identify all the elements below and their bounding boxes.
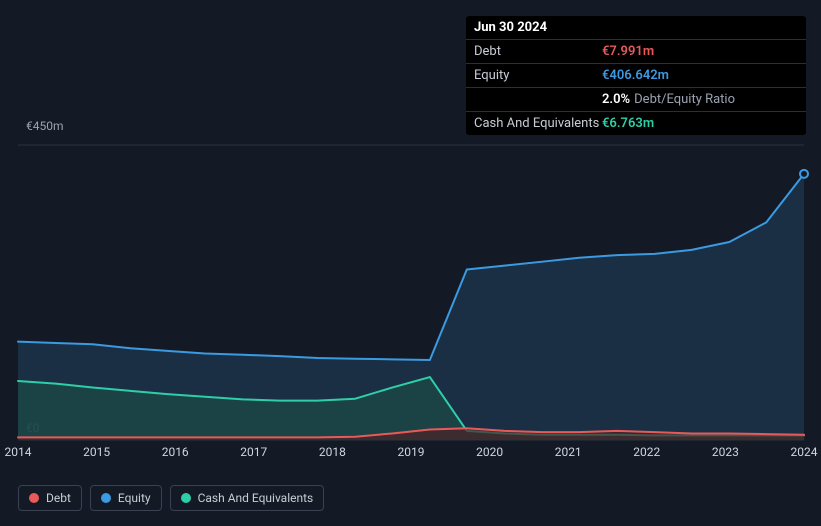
tooltip-suffix: Debt/Equity Ratio: [634, 92, 735, 107]
legend-item[interactable]: Equity: [90, 485, 162, 511]
x-tick-label: 2023: [712, 445, 739, 459]
legend-swatch: [181, 493, 191, 503]
legend-label: Cash And Equivalents: [198, 491, 314, 505]
legend-swatch: [101, 493, 111, 503]
series-end-marker: [800, 170, 808, 178]
legend-item[interactable]: Debt: [18, 485, 82, 511]
tooltip-value: 2.0%: [602, 92, 630, 107]
tooltip-date: Jun 30 2024: [474, 20, 547, 35]
tooltip-value: €406.642m: [602, 68, 669, 83]
y-tick-label: €450m: [26, 119, 64, 133]
x-tick-label: 2024: [791, 445, 818, 459]
x-tick-label: 2014: [5, 445, 32, 459]
x-tick-label: 2015: [83, 445, 110, 459]
legend-label: Debt: [46, 491, 71, 505]
tooltip-label: [474, 92, 602, 107]
chart-legend: Debt Equity Cash And Equivalents: [18, 485, 324, 511]
tooltip-value: €6.763m: [602, 116, 654, 131]
x-tick-label: 2020: [476, 445, 503, 459]
x-tick-label: 2016: [162, 445, 189, 459]
x-tick-label: 2019: [398, 445, 425, 459]
tooltip-value: €7.991m: [602, 44, 654, 59]
tooltip-label: Cash And Equivalents: [474, 116, 602, 131]
x-tick-label: 2021: [555, 445, 582, 459]
tooltip-label: Equity: [474, 68, 602, 83]
x-tick-label: 2018: [319, 445, 346, 459]
legend-swatch: [29, 493, 39, 503]
legend-item[interactable]: Cash And Equivalents: [170, 485, 325, 511]
x-tick-label: 2017: [240, 445, 267, 459]
legend-label: Equity: [118, 491, 151, 505]
tooltip-label: Debt: [474, 44, 602, 59]
chart-tooltip: Jun 30 2024 Debt €7.991m Equity €406.642…: [466, 16, 806, 135]
x-tick-label: 2022: [633, 445, 660, 459]
